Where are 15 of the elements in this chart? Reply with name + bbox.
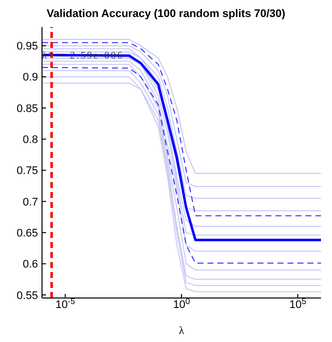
y-tick-label: 0.75 [16,165,38,178]
y-tick-label: 0.8 [22,134,38,146]
y-tick-label: 0.95 [16,40,38,53]
y-tick-label: 0.55 [16,290,38,302]
x-tick-label: 10$^{-5}$ [55,296,76,311]
y-tick-label: 0.7 [22,196,38,208]
annotation: λ* = 2.59e-006 [42,50,124,62]
x-tick-label: 10$^{5}$ [289,296,307,311]
x-axis-title: λ [178,325,185,337]
chart-title: Validation Accuracy (100 random splits 70/30) [46,8,286,22]
y-tick-label: 0.85 [16,102,38,115]
y-tick-label: 0.65 [16,227,38,240]
x-tick-label: 10$^{0}$ [173,296,190,311]
y-tick-label: 0.6 [22,258,38,271]
y-tick-label: 0.9 [22,72,38,84]
